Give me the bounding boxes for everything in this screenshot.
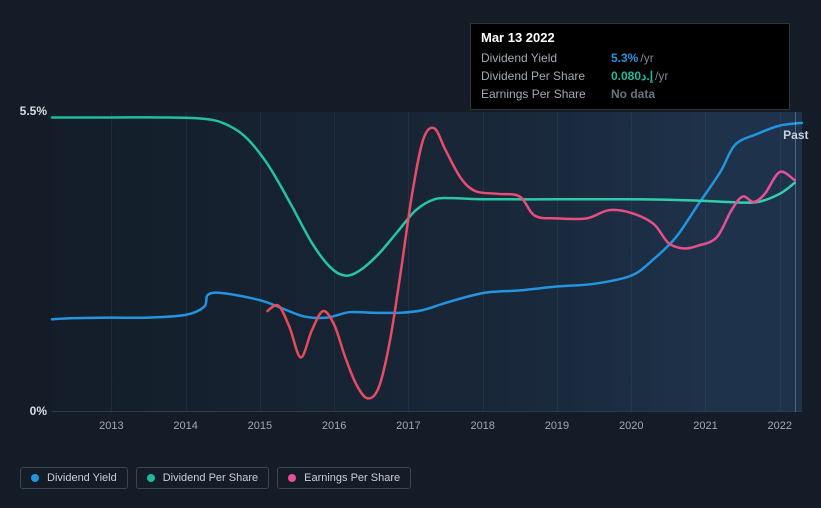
legend-dot bbox=[147, 474, 155, 482]
tooltip-row-value: 5.3% bbox=[611, 49, 638, 67]
x-tick-label: 2016 bbox=[322, 420, 346, 432]
tooltip-row: Dividend Per Share0.080إ.د /yr bbox=[481, 67, 779, 85]
tooltip-row-label: Dividend Yield bbox=[481, 49, 611, 67]
tooltip-row: Dividend Yield5.3% /yr bbox=[481, 49, 779, 67]
y-tick-label: 5.5% bbox=[2, 104, 47, 118]
x-tick-label: 2014 bbox=[173, 420, 197, 432]
plot-area[interactable] bbox=[52, 112, 802, 412]
tooltip-date: Mar 13 2022 bbox=[481, 30, 779, 45]
x-tick-label: 2015 bbox=[248, 420, 272, 432]
tooltip-row-value: 0.080إ.د bbox=[611, 67, 653, 85]
tooltip-row: Earnings Per ShareNo data bbox=[481, 85, 779, 103]
cursor-line bbox=[795, 112, 796, 412]
legend-item-earnings_per_share[interactable]: Earnings Per Share bbox=[277, 467, 411, 489]
x-tick-label: 2013 bbox=[99, 420, 123, 432]
chart-legend: Dividend Yield Dividend Per Share Earnings… bbox=[20, 467, 411, 489]
past-label: Past bbox=[783, 128, 808, 142]
legend-label: Earnings Per Share bbox=[304, 472, 400, 484]
tooltip-row-value: No data bbox=[611, 85, 655, 103]
legend-label: Dividend Yield bbox=[47, 472, 117, 484]
x-tick-label: 2020 bbox=[619, 420, 643, 432]
legend-dot bbox=[288, 474, 296, 482]
x-tick-label: 2017 bbox=[396, 420, 420, 432]
x-tick-label: 2018 bbox=[470, 420, 494, 432]
dividend-chart: 0% 5.5% 2013 2014 2015 2016 2017 2018 2019 2020 2… bbox=[0, 0, 821, 508]
tooltip-row-label: Earnings Per Share bbox=[481, 85, 611, 103]
legend-dot bbox=[31, 474, 39, 482]
legend-label: Dividend Per Share bbox=[163, 472, 258, 484]
tooltip-row-label: Dividend Per Share bbox=[481, 67, 611, 85]
chart-tooltip: Mar 13 2022 Dividend Yield5.3% /yrDivide… bbox=[470, 23, 790, 110]
tooltip-row-unit: /yr bbox=[640, 49, 653, 67]
x-tick-label: 2021 bbox=[693, 420, 717, 432]
x-tick-label: 2019 bbox=[545, 420, 569, 432]
y-tick-label: 0% bbox=[2, 404, 47, 418]
tooltip-row-unit: /yr bbox=[655, 67, 668, 85]
x-tick-label: 2022 bbox=[767, 420, 791, 432]
legend-item-dividend_yield[interactable]: Dividend Yield bbox=[20, 467, 128, 489]
legend-item-dividend_per_share[interactable]: Dividend Per Share bbox=[136, 467, 269, 489]
